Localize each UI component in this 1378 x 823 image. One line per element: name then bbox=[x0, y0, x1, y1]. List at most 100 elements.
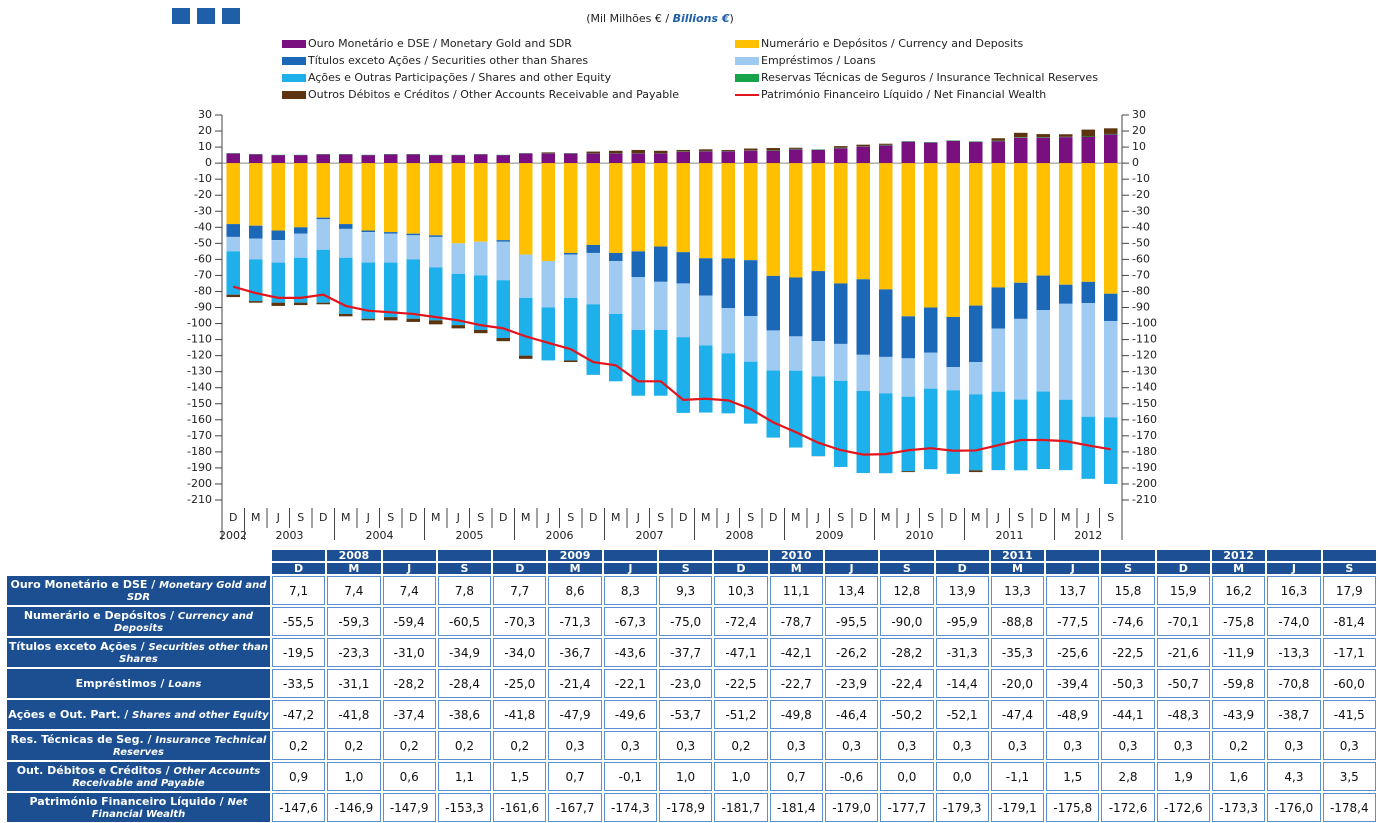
header-quarter: J bbox=[382, 563, 436, 574]
x-year-label: 2009 bbox=[816, 529, 844, 542]
bar-segment bbox=[991, 287, 1005, 329]
x-year-label: 2011 bbox=[996, 529, 1024, 542]
corner bbox=[7, 563, 270, 574]
y-tick-label: -60 bbox=[194, 252, 212, 265]
cell: 13,4 bbox=[824, 576, 879, 605]
bar-segment bbox=[631, 251, 645, 278]
header-year: 2012 bbox=[1211, 550, 1266, 561]
bar-segment bbox=[429, 236, 443, 268]
cell: -13,3 bbox=[1267, 638, 1321, 667]
legend-swatch bbox=[282, 40, 306, 48]
y-tick-label: 10 bbox=[198, 140, 212, 153]
bar-segment bbox=[766, 148, 780, 151]
cell: -38,6 bbox=[437, 700, 492, 729]
bar-segment bbox=[361, 155, 375, 164]
header-year bbox=[1322, 550, 1376, 561]
x-year-label: 2012 bbox=[1074, 529, 1102, 542]
header-quarter: J bbox=[1267, 563, 1321, 574]
bar-segment bbox=[901, 471, 915, 473]
cell: -78,7 bbox=[769, 607, 823, 636]
bar-segment bbox=[384, 154, 398, 164]
cell: -70,3 bbox=[493, 607, 547, 636]
bar-segment bbox=[474, 275, 488, 330]
bar-segment bbox=[654, 246, 668, 282]
x-tick-label: D bbox=[499, 511, 507, 524]
bar-segment bbox=[339, 313, 353, 317]
x-tick-label: J bbox=[726, 511, 730, 524]
bar-segment bbox=[406, 235, 420, 260]
y2-tick-label: 30 bbox=[1132, 108, 1146, 121]
data-row: Ações e Out. Part. / Shares and other Eq… bbox=[7, 700, 1376, 729]
cell: -52,1 bbox=[935, 700, 989, 729]
bar-segment bbox=[879, 145, 893, 164]
x-tick-label: S bbox=[297, 511, 304, 524]
x-tick-label: S bbox=[747, 511, 754, 524]
bar-segment bbox=[811, 271, 825, 342]
cell: -41,8 bbox=[327, 700, 381, 729]
y-tick-label: -120 bbox=[187, 349, 212, 362]
header-year: 2008 bbox=[327, 550, 381, 561]
bar-segment bbox=[654, 153, 668, 164]
bar-segment bbox=[879, 356, 893, 394]
bar-segment bbox=[654, 281, 668, 330]
header-year: 2011 bbox=[990, 550, 1045, 561]
cell: 0,3 bbox=[824, 731, 879, 760]
y2-tick-label: -170 bbox=[1132, 429, 1157, 442]
cell: -167,7 bbox=[548, 793, 602, 822]
bar-segment bbox=[834, 380, 848, 467]
bar-segment bbox=[879, 289, 893, 357]
bar-segment bbox=[1104, 417, 1118, 484]
y-tick-label: -170 bbox=[187, 429, 212, 442]
cell: -14,4 bbox=[935, 669, 989, 698]
bar-segment bbox=[271, 262, 285, 303]
x-tick-label: S bbox=[927, 511, 934, 524]
bar-segment bbox=[676, 337, 690, 413]
bar-segment bbox=[969, 163, 983, 306]
cell: -74,6 bbox=[1101, 607, 1155, 636]
header-quarter: M bbox=[548, 563, 602, 574]
cell: -0,1 bbox=[603, 762, 658, 791]
cell: -53,7 bbox=[659, 700, 713, 729]
bar-segment bbox=[451, 163, 465, 244]
header-row: 2008 2009 2010 2011 2012 bbox=[7, 550, 1376, 561]
bar-segment bbox=[744, 163, 758, 261]
bar-segment bbox=[1014, 137, 1028, 164]
bar-segment bbox=[226, 236, 240, 252]
bar-segment bbox=[451, 155, 465, 164]
y2-tick-label: -210 bbox=[1132, 493, 1157, 506]
x-tick-label: J bbox=[276, 511, 280, 524]
header-year bbox=[382, 550, 436, 561]
bar-segment bbox=[1081, 281, 1095, 304]
bar-segment bbox=[361, 232, 375, 263]
bar-segment bbox=[1081, 129, 1095, 137]
bar-segment bbox=[451, 325, 465, 329]
bar-segment bbox=[744, 361, 758, 424]
cell: -172,6 bbox=[1156, 793, 1210, 822]
bar-segment bbox=[586, 163, 600, 245]
bar-segment bbox=[924, 142, 938, 164]
legend-label: Títulos exceto Ações / Securities other … bbox=[307, 54, 588, 67]
bar-segment bbox=[541, 152, 555, 154]
row-label-pt: Ações e Out. Part. / bbox=[8, 707, 133, 721]
bar-segment bbox=[429, 235, 443, 237]
bar-segment bbox=[721, 353, 735, 414]
y2-tick-label: -180 bbox=[1132, 445, 1157, 458]
bar-segment bbox=[946, 163, 960, 317]
bar-segment bbox=[834, 163, 848, 284]
cell: 0,0 bbox=[935, 762, 989, 791]
bar-segment bbox=[519, 153, 533, 164]
bar-segment bbox=[766, 150, 780, 164]
row-label-pt: Ouro Monetário e DSE / bbox=[10, 577, 160, 591]
bar-segment bbox=[271, 230, 285, 241]
bar-segment bbox=[721, 149, 735, 151]
bar-segment bbox=[699, 295, 713, 346]
bar-segment bbox=[384, 317, 398, 321]
cell: 0,3 bbox=[659, 731, 713, 760]
cell: -39,4 bbox=[1046, 669, 1100, 698]
y2-tick-label: -130 bbox=[1132, 365, 1157, 378]
y-tick-label: -150 bbox=[187, 397, 212, 410]
y-tick-label: -110 bbox=[187, 333, 212, 346]
bar-segment bbox=[406, 163, 420, 234]
bar-segment bbox=[226, 153, 240, 164]
cell: 1,0 bbox=[659, 762, 713, 791]
